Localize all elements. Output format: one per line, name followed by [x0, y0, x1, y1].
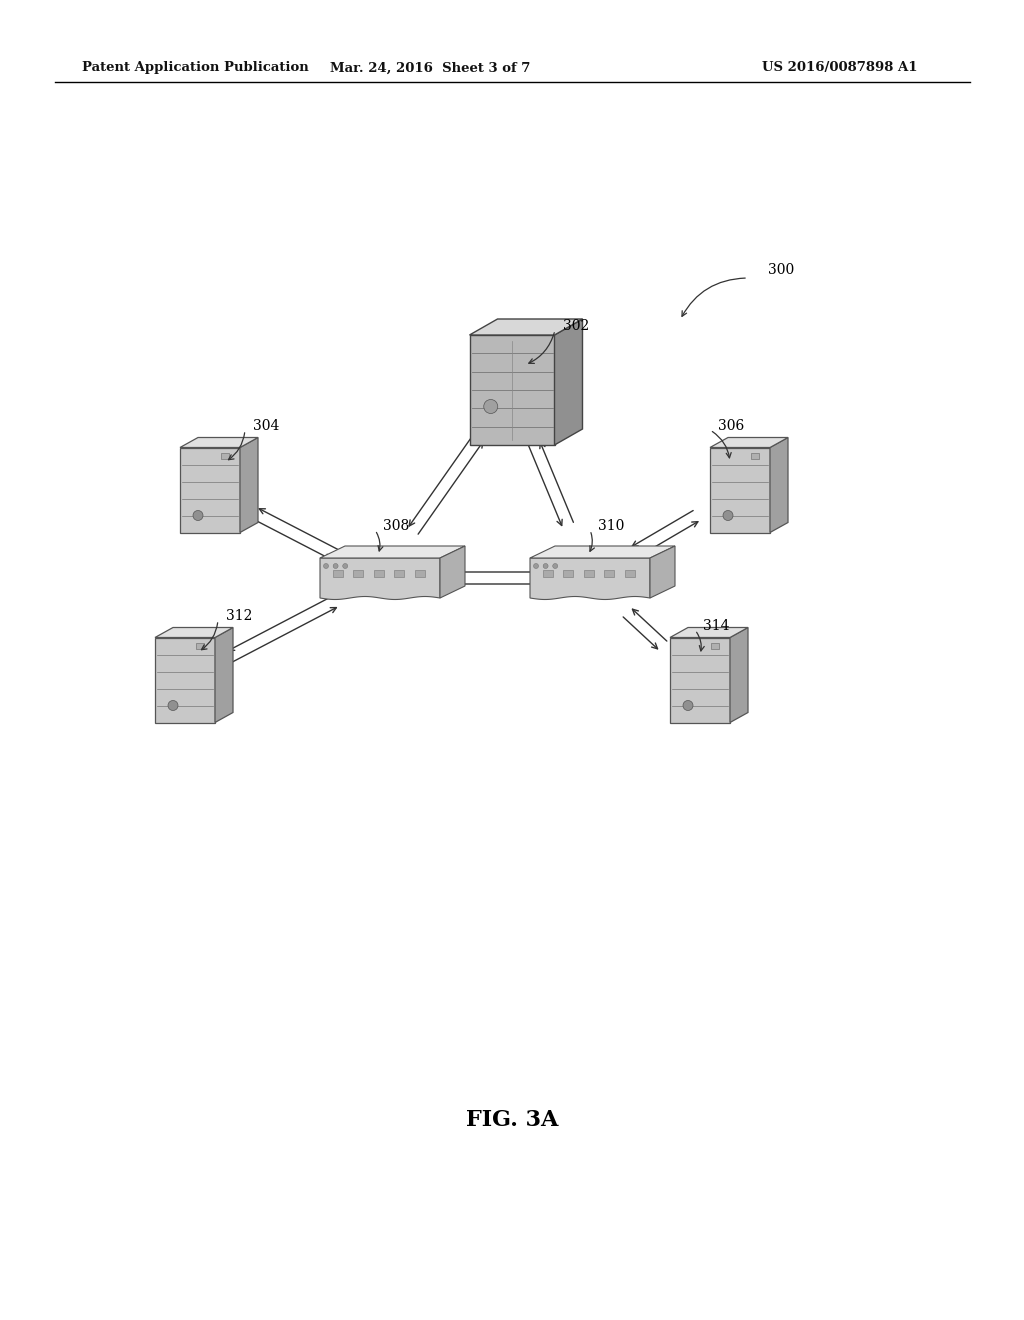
Text: 308: 308: [383, 519, 410, 533]
Polygon shape: [530, 558, 650, 599]
Text: US 2016/0087898 A1: US 2016/0087898 A1: [762, 62, 918, 74]
Text: 306: 306: [718, 418, 744, 433]
Text: Mar. 24, 2016  Sheet 3 of 7: Mar. 24, 2016 Sheet 3 of 7: [330, 62, 530, 74]
Text: 304: 304: [253, 418, 280, 433]
Text: 310: 310: [598, 519, 625, 533]
Circle shape: [534, 564, 539, 569]
Text: 312: 312: [226, 609, 252, 623]
Text: FIG. 3A: FIG. 3A: [466, 1109, 558, 1131]
Circle shape: [483, 400, 498, 413]
Circle shape: [333, 564, 338, 569]
Polygon shape: [180, 437, 258, 447]
Polygon shape: [670, 627, 748, 638]
Text: 300: 300: [768, 263, 795, 277]
FancyBboxPatch shape: [353, 570, 364, 577]
Polygon shape: [215, 627, 233, 722]
Circle shape: [683, 701, 693, 710]
Polygon shape: [155, 627, 233, 638]
FancyBboxPatch shape: [394, 570, 404, 577]
Circle shape: [343, 564, 348, 569]
Polygon shape: [555, 319, 583, 445]
Text: 302: 302: [563, 319, 589, 333]
Polygon shape: [730, 627, 748, 722]
Polygon shape: [180, 447, 240, 532]
FancyBboxPatch shape: [374, 570, 384, 577]
FancyBboxPatch shape: [543, 570, 553, 577]
Circle shape: [324, 564, 329, 569]
Polygon shape: [319, 558, 440, 599]
FancyBboxPatch shape: [563, 570, 573, 577]
Polygon shape: [155, 638, 215, 722]
FancyBboxPatch shape: [604, 570, 614, 577]
Polygon shape: [650, 546, 675, 598]
Circle shape: [543, 564, 548, 569]
Circle shape: [723, 511, 733, 520]
FancyBboxPatch shape: [751, 453, 759, 459]
Circle shape: [553, 564, 558, 569]
Polygon shape: [770, 437, 788, 532]
FancyBboxPatch shape: [333, 570, 343, 577]
Text: Patent Application Publication: Patent Application Publication: [82, 62, 309, 74]
Polygon shape: [530, 546, 675, 558]
FancyBboxPatch shape: [584, 570, 594, 577]
FancyBboxPatch shape: [711, 643, 719, 649]
Polygon shape: [469, 335, 555, 445]
Polygon shape: [440, 546, 465, 598]
Polygon shape: [240, 437, 258, 532]
FancyBboxPatch shape: [415, 570, 425, 577]
FancyBboxPatch shape: [625, 570, 635, 577]
Polygon shape: [710, 437, 788, 447]
Circle shape: [193, 511, 203, 520]
FancyBboxPatch shape: [196, 643, 204, 649]
FancyBboxPatch shape: [221, 453, 229, 459]
Polygon shape: [710, 447, 770, 532]
Polygon shape: [469, 319, 583, 335]
Circle shape: [168, 701, 178, 710]
Text: 314: 314: [703, 619, 729, 634]
Polygon shape: [319, 546, 465, 558]
Polygon shape: [670, 638, 730, 722]
